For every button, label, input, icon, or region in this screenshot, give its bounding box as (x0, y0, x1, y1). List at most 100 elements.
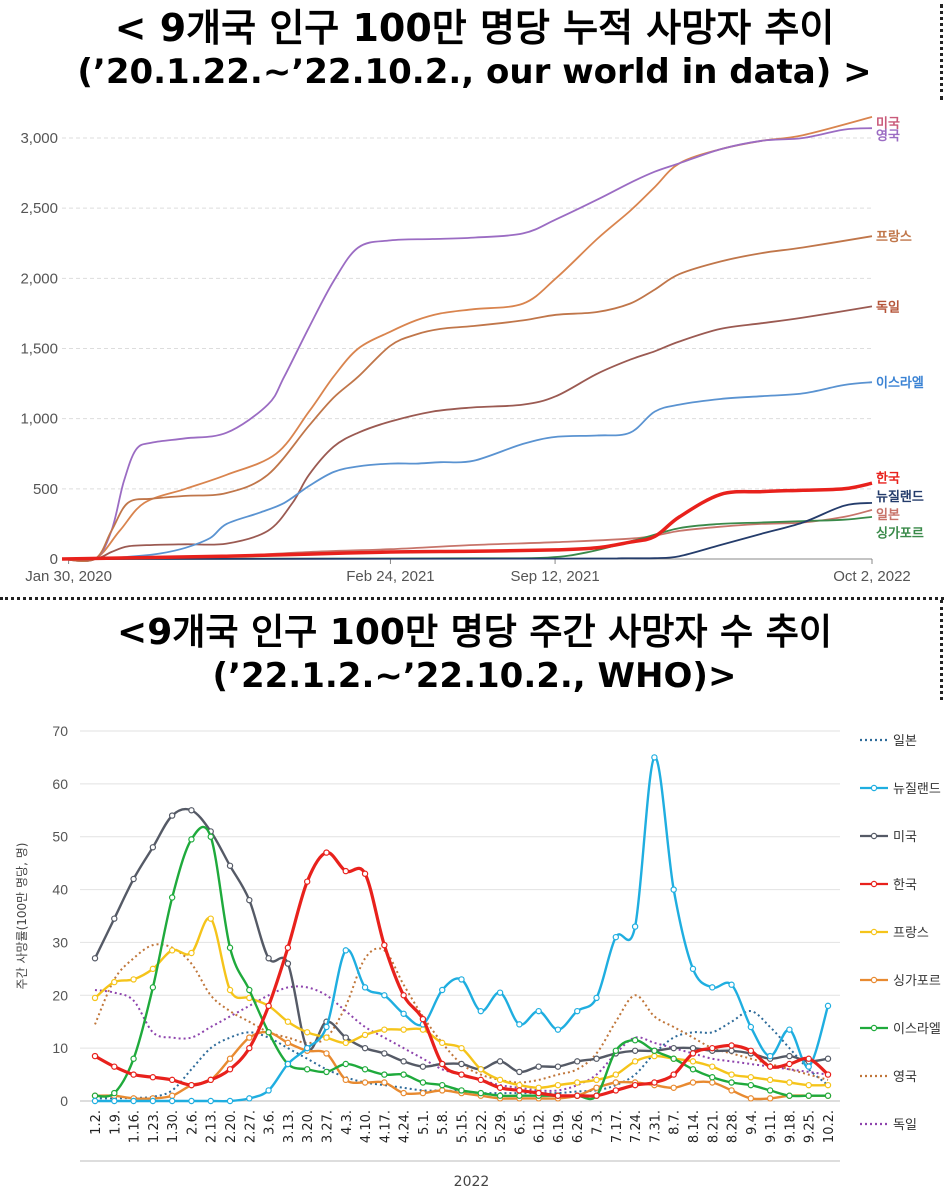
data-point (786, 1092, 793, 1099)
data-point (593, 1092, 600, 1099)
x-tick-label: 1.16. (128, 1110, 143, 1143)
data-point (477, 1089, 484, 1097)
data-point (226, 986, 234, 994)
data-point (323, 849, 330, 856)
data-point (342, 1034, 349, 1041)
data-point (303, 1029, 311, 1036)
x-tick-label: 3.13. (282, 1110, 297, 1143)
data-point (439, 1081, 446, 1089)
data-point (805, 1092, 812, 1099)
data-point (786, 1079, 793, 1086)
data-point (651, 1052, 658, 1060)
data-point (381, 1079, 388, 1086)
data-point (458, 1044, 465, 1052)
legend-label: 독일 (893, 1118, 917, 1133)
cumulative-deaths-chart: 0 500 1,000 1,500 2,000 2,500 3,000 Jan 30, 202… (20, 116, 923, 585)
data-point (728, 1087, 735, 1094)
data-point (612, 1071, 620, 1078)
data-point (631, 1037, 639, 1044)
data-point (400, 992, 407, 999)
data-point (612, 1047, 620, 1054)
data-point (130, 1097, 137, 1105)
data-point (381, 1026, 388, 1033)
data-point (477, 1066, 484, 1073)
data-point (381, 1071, 388, 1078)
data-point (728, 981, 735, 988)
x-tick-label: 3.20. (301, 1110, 316, 1143)
data-point (361, 1079, 369, 1086)
data-point (342, 1060, 349, 1068)
data-point (477, 1076, 484, 1084)
chart2-title: <9개국 인구 100만 명당 주간 사망자 수 추이 (117, 612, 832, 653)
series-end-label: 한국 (876, 471, 900, 487)
x-tick-label: 9.25. (803, 1110, 818, 1143)
data-point (805, 1055, 812, 1062)
data-point (766, 1052, 774, 1060)
x-axis-label: 2022 (454, 1174, 490, 1189)
data-point (824, 1092, 832, 1099)
data-point (207, 915, 214, 922)
data-point (342, 1039, 349, 1047)
data-point (689, 1044, 697, 1052)
data-point (207, 833, 214, 840)
data-point (303, 1044, 311, 1052)
data-point (91, 994, 99, 1002)
data-point (458, 1087, 465, 1094)
data-point (651, 754, 658, 761)
x-tick-label: 8.14. (687, 1110, 702, 1143)
data-point (265, 1087, 272, 1094)
data-point (766, 1087, 774, 1094)
data-point (670, 1055, 677, 1062)
y-tick-label: 3,000 (20, 130, 58, 147)
data-point (574, 1007, 581, 1015)
chart1-title: < 9개국 인구 100만 명당 누적 사망자 추이 (114, 6, 835, 50)
data-point (284, 944, 292, 951)
data-point (477, 1007, 484, 1015)
data-point (535, 1007, 542, 1015)
data-point (188, 1081, 195, 1089)
data-point (207, 1076, 214, 1084)
data-point (535, 1063, 542, 1070)
data-point (766, 1095, 774, 1102)
data-point (554, 1026, 562, 1033)
data-point (226, 1097, 234, 1105)
data-point (439, 1039, 446, 1047)
x-tick-label: 8.21. (706, 1110, 721, 1143)
data-point (689, 965, 697, 973)
data-point (439, 1087, 446, 1094)
series-eb89b4eca788eb9e9ceb939c-line (61, 502, 873, 560)
data-point (168, 812, 176, 819)
section-divider (0, 597, 944, 600)
data-point (361, 1031, 369, 1039)
data-point (689, 1050, 697, 1057)
series-end-label: 영국 (876, 129, 900, 144)
data-point (400, 1026, 407, 1033)
y-tick-label: 2,000 (20, 270, 58, 287)
data-point (149, 965, 157, 973)
data-point (747, 1095, 755, 1102)
data-point (188, 949, 195, 957)
data-point (111, 915, 118, 922)
series-ed959ceab5ad-line (61, 481, 873, 561)
data-point (439, 986, 446, 994)
x-tick-label: Oct 2, 2022 (833, 568, 911, 585)
data-point (458, 1071, 465, 1078)
x-tick-label: Feb 24, 2021 (346, 568, 434, 585)
data-point (593, 1076, 600, 1084)
series-ebafb8eab5ad-line (61, 116, 873, 562)
data-point (535, 1089, 542, 1097)
data-point (496, 1076, 504, 1084)
y-axis-label: 주간 사망률(100만 명당, 명) (15, 843, 29, 990)
x-tick-label: 1.30. (166, 1110, 181, 1143)
data-point (130, 976, 137, 983)
data-point (747, 1081, 755, 1089)
data-point (400, 1058, 407, 1065)
series-ec9881eab5ad-line (61, 127, 873, 562)
y-tick-label: 50 (52, 829, 68, 845)
data-point (516, 1087, 523, 1094)
x-tick-label: 1.23. (147, 1110, 162, 1143)
x-tick-label: 2.20. (224, 1110, 239, 1143)
data-point (805, 1063, 812, 1070)
data-point (168, 894, 176, 901)
chart2-subtitle: (’22.1.2.~’22.10.2., WHO)> (212, 656, 737, 696)
